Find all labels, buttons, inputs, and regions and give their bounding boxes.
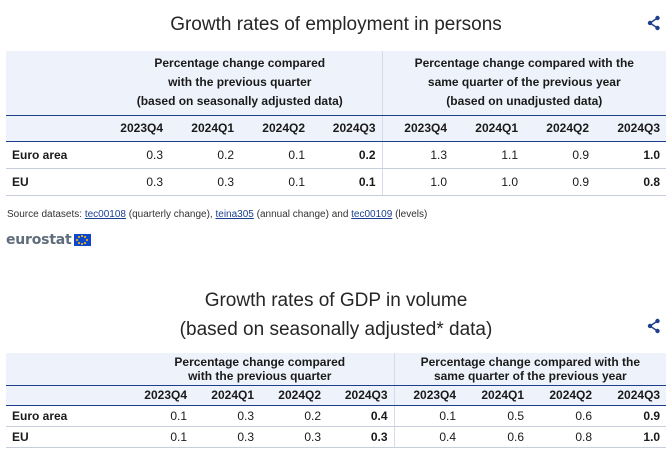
row-label: EU [6, 426, 126, 448]
table-cell: 0.4 [393, 426, 463, 448]
period-header: 2024Q1 [462, 385, 531, 406]
table-cell: 0.3 [169, 168, 240, 196]
dataset-link-tec00109[interactable]: tec00109 [351, 209, 393, 220]
table-cell: 0.6 [530, 405, 599, 427]
column-group-header: Percentage change compared with the prev… [6, 353, 667, 386]
group-header-line: Percentage change compared [154, 56, 326, 71]
group-header-line: (based on unadjusted data) [446, 94, 603, 109]
share-icon[interactable] [646, 15, 662, 31]
table-row: Euro area 0.3 0.2 0.1 0.2 1.3 1.1 0.9 1.… [6, 141, 667, 169]
header-corner [6, 51, 98, 116]
table-row: EU 0.3 0.3 0.1 0.1 1.0 1.0 0.9 0.8 [6, 168, 667, 196]
period-header: 2024Q3 [598, 385, 667, 406]
table-cell: 1.0 [595, 141, 667, 169]
column-group-header: Percentage change compared with the prev… [6, 51, 667, 116]
table-cell: 0.3 [327, 426, 395, 448]
table-cell: 0.3 [193, 426, 260, 448]
period-header: 2024Q2 [240, 115, 311, 142]
group-header-line: Percentage change compared with the [414, 56, 634, 71]
employment-chart-title: Growth rates of employment in persons [170, 14, 502, 35]
period-header: 2024Q2 [524, 115, 595, 142]
table-cell: 0.2 [169, 141, 240, 169]
period-header-row: 2023Q4 2024Q1 2024Q2 2024Q3 2023Q4 2024Q… [6, 115, 667, 142]
table-cell: 0.1 [126, 426, 193, 448]
group-header-annual: Percentage change compared with the same… [393, 353, 667, 386]
period-header: 2023Q4 [381, 115, 453, 142]
source-datasets: Source datasets: tec00108 (quarterly cha… [7, 209, 427, 220]
table-cell: 1.0 [598, 426, 667, 448]
period-corner [6, 385, 126, 406]
source-text: (annual change) and [253, 209, 352, 220]
header-corner [6, 353, 126, 386]
group-header-line: Percentage change compared with the [420, 354, 641, 369]
group-header-line: same quarter of the previous year [427, 75, 621, 90]
table-cell: 0.3 [260, 426, 327, 448]
row-label: Euro area [6, 141, 98, 169]
table-cell: 1.0 [453, 168, 524, 196]
table-cell: 0.4 [327, 405, 395, 427]
table-cell: 0.3 [98, 168, 169, 196]
eurostat-logo: eurostat [6, 232, 91, 248]
dataset-link-teina305[interactable]: teina305 [215, 209, 254, 220]
period-header: 2024Q1 [169, 115, 240, 142]
period-header: 2024Q2 [260, 385, 327, 406]
source-text: (quarterly change), [125, 209, 216, 220]
gdp-chart-subtitle: (based on seasonally adjusted* data) [179, 319, 493, 340]
group-header-quarterly: Percentage change compared with the prev… [126, 353, 395, 386]
row-label: EU [6, 168, 98, 196]
table-cell: 0.6 [462, 426, 531, 448]
share-icon[interactable] [646, 318, 662, 334]
table-cell: 1.0 [381, 168, 453, 196]
group-header-line: (based on seasonally adjusted data) [136, 94, 343, 109]
group-header-annual: Percentage change compared with the same… [381, 51, 667, 116]
table-cell: 0.3 [98, 141, 169, 169]
table-cell: 0.2 [311, 141, 382, 169]
period-header: 2023Q4 [126, 385, 193, 406]
period-header-row: 2023Q4 2024Q1 2024Q2 2024Q3 2023Q4 2024Q… [6, 385, 667, 406]
table-row: EU 0.1 0.3 0.3 0.3 0.4 0.6 0.8 1.0 [6, 426, 667, 448]
table-cell: 0.1 [126, 405, 193, 427]
table-cell: 0.1 [240, 168, 311, 196]
table-cell: 0.1 [240, 141, 311, 169]
eurostat-wordmark: eurostat [6, 232, 72, 248]
period-header: 2024Q1 [193, 385, 260, 406]
period-header: 2024Q2 [530, 385, 599, 406]
group-header-line: same quarter of the previous year [433, 368, 627, 383]
group-header-line: Percentage change compared [174, 354, 346, 369]
eu-flag-icon [73, 234, 91, 246]
employment-table: Percentage change compared with the prev… [6, 51, 667, 196]
source-text: (levels) [392, 209, 428, 220]
table-cell: 0.3 [193, 405, 260, 427]
table-cell: 0.9 [598, 405, 667, 427]
row-label: Euro area [6, 405, 126, 427]
table-cell: 0.8 [530, 426, 599, 448]
table-cell: 0.2 [260, 405, 327, 427]
period-header: 2024Q3 [311, 115, 382, 142]
period-corner [6, 115, 98, 142]
table-cell: 1.3 [381, 141, 453, 169]
gdp-table: Percentage change compared with the prev… [6, 353, 667, 448]
period-header: 2024Q3 [327, 385, 395, 406]
source-text: Source datasets: [7, 209, 85, 220]
table-cell: 0.8 [595, 168, 667, 196]
group-header-line: with the previous quarter [168, 75, 312, 90]
table-cell: 0.1 [393, 405, 463, 427]
period-header: 2023Q4 [393, 385, 463, 406]
table-cell: 1.1 [453, 141, 524, 169]
dataset-link-tec00108[interactable]: tec00108 [84, 209, 126, 220]
gdp-chart-title: Growth rates of GDP in volume [204, 290, 468, 311]
table-cell: 0.9 [524, 141, 595, 169]
period-header: 2024Q1 [453, 115, 524, 142]
table-cell: 0.5 [462, 405, 531, 427]
period-header: 2024Q3 [595, 115, 667, 142]
table-cell: 0.9 [524, 168, 595, 196]
group-header-line: with the previous quarter [188, 368, 332, 383]
table-cell: 0.1 [311, 168, 382, 196]
period-header: 2023Q4 [98, 115, 169, 142]
table-row: Euro area 0.1 0.3 0.2 0.4 0.1 0.5 0.6 0.… [6, 405, 667, 427]
group-header-quarterly: Percentage change compared with the prev… [98, 51, 382, 116]
